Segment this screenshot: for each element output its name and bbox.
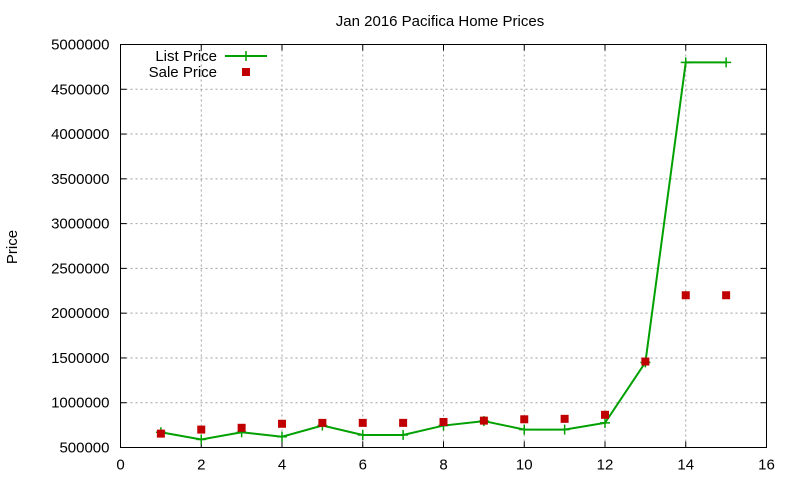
y-tick-label: 3000000 bbox=[51, 216, 109, 233]
sale-price-point bbox=[641, 357, 650, 366]
x-tick-label: 4 bbox=[278, 457, 286, 474]
list-price-point bbox=[680, 57, 691, 68]
plot-area bbox=[155, 57, 732, 445]
y-tick-label: 3500000 bbox=[51, 171, 109, 188]
y-tick-label: 5000000 bbox=[51, 37, 109, 54]
x-tick-label: 8 bbox=[439, 457, 447, 474]
x-tick-label: 10 bbox=[516, 457, 533, 474]
x-tick-label: 12 bbox=[597, 457, 614, 474]
sale-price-point bbox=[278, 419, 286, 428]
sale-price-point bbox=[722, 291, 731, 300]
y-tick-label: 1500000 bbox=[51, 350, 109, 367]
axes: 500000 1000000 1500000 2000000 2500000 300000… bbox=[51, 37, 775, 474]
sale-price-point bbox=[318, 418, 327, 427]
y-axis-label: Price bbox=[4, 230, 21, 264]
legend-label-list-price: List Price bbox=[155, 48, 217, 65]
sale-price-point bbox=[439, 417, 448, 426]
list-price-point bbox=[559, 424, 570, 435]
legend-label-sale-price: Sale Price bbox=[149, 64, 217, 81]
y-tick-label: 500000 bbox=[59, 440, 109, 457]
y-tick-label: 1000000 bbox=[51, 395, 109, 412]
sale-price-point bbox=[681, 291, 690, 300]
legend-marker-list-price bbox=[241, 51, 251, 61]
list-price-point bbox=[277, 431, 287, 442]
series-sale-price bbox=[156, 291, 731, 438]
x-tick-label: 16 bbox=[758, 457, 775, 474]
sale-price-point bbox=[358, 418, 367, 427]
y-tick-label: 2500000 bbox=[51, 260, 109, 277]
x-tick-label: 2 bbox=[197, 457, 205, 474]
sale-price-point bbox=[520, 415, 529, 424]
y-tick-label: 4000000 bbox=[51, 126, 109, 143]
x-tick-label: 6 bbox=[359, 457, 367, 474]
sale-price-point bbox=[156, 429, 165, 438]
legend-marker-sale-price bbox=[242, 68, 250, 76]
sale-price-point bbox=[197, 425, 206, 434]
list-price-point bbox=[600, 417, 610, 428]
sale-price-point bbox=[601, 410, 609, 419]
plot-frame bbox=[120, 44, 767, 448]
x-tick-label: 0 bbox=[116, 457, 124, 474]
list-price-point bbox=[357, 429, 368, 440]
x-tick-label: 14 bbox=[677, 457, 694, 474]
sale-price-point bbox=[237, 423, 246, 432]
list-price-point bbox=[721, 57, 732, 68]
list-price-point bbox=[196, 434, 207, 445]
list-price-point bbox=[519, 424, 530, 435]
sale-price-point bbox=[479, 416, 488, 425]
list-price-point bbox=[398, 429, 409, 440]
chart-title: Jan 2016 Pacifica Home Prices bbox=[336, 13, 544, 30]
sale-price-point bbox=[560, 414, 569, 423]
sale-price-point bbox=[399, 418, 408, 427]
y-tick-label: 4500000 bbox=[51, 81, 109, 98]
y-tick-label: 2000000 bbox=[51, 305, 109, 322]
grid bbox=[120, 44, 767, 448]
